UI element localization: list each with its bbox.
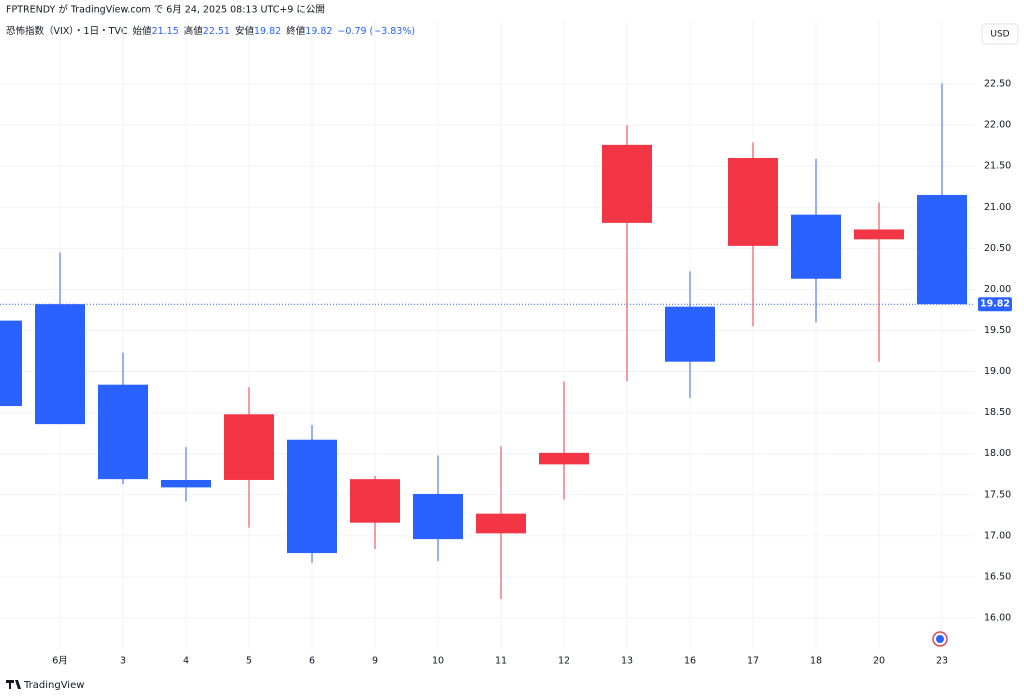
- candle-body: [791, 214, 841, 279]
- candle-body: [602, 144, 652, 223]
- x-tick-label: 13: [621, 656, 633, 667]
- candle-body: [413, 493, 463, 540]
- axis: 6月 3 4 5 6 9 10 11 12 13 16 17 18 20 23 16.00 16.50 17.00…: [52, 79, 1012, 667]
- y-tick-label: 20.00: [984, 284, 1011, 295]
- y-tick-label: 17.00: [984, 530, 1011, 541]
- candle-body: [665, 306, 715, 362]
- legend: 恐怖指数（VIX）・1日・TVC 始値21.15 高値22.51 安値19.82 終値1…: [6, 25, 415, 37]
- brand-logo: [6, 680, 21, 689]
- x-tick-label: 10: [432, 656, 444, 667]
- candle-body: [350, 479, 400, 523]
- candle-body: [224, 414, 274, 480]
- currency-box: [981, 23, 1019, 45]
- legend-label: 終値: [286, 25, 306, 37]
- candle-body: [35, 304, 85, 425]
- y-tick-label: 18.50: [984, 407, 1011, 418]
- legend-value: 19.82: [305, 26, 332, 37]
- candle-body: [917, 194, 967, 305]
- x-tick-label: 6: [309, 656, 315, 667]
- legend-label: 始値: [133, 25, 153, 37]
- legend-text: 恐怖指数（VIX）・1日・TVC 始値21.15 高値22.51 安値19.82 終値1…: [6, 25, 415, 37]
- candle-body: [0, 320, 22, 407]
- currency: USD: [990, 30, 1009, 40]
- y-tick-label: 16.00: [984, 612, 1011, 623]
- x-tick-label: 20: [873, 656, 885, 667]
- y-tick-label: 21.50: [984, 161, 1011, 172]
- x-tick-label: 17: [747, 656, 759, 667]
- x-tick-label: 18: [810, 656, 822, 667]
- candle-body: [539, 452, 589, 465]
- legend-label: 高値: [184, 25, 204, 37]
- legend-value: 19.82: [254, 26, 281, 37]
- candle-body: [728, 157, 778, 246]
- brand: TradingView: [23, 680, 84, 691]
- x-tick-label: 4: [183, 656, 189, 667]
- x-tick-label: 23: [936, 656, 948, 667]
- candle-body: [98, 384, 148, 480]
- y-tick-label: 21.00: [984, 202, 1011, 213]
- y-tick-label: 18.00: [984, 448, 1011, 459]
- legend-value: 21.15: [152, 26, 179, 37]
- x-tick-label: 6月: [52, 656, 68, 667]
- plot: [0, 83, 975, 600]
- y-tick-label: 22.50: [984, 79, 1011, 90]
- legend-label: 安値: [235, 25, 255, 37]
- header: FPTRENDY が TradingView.com で 6月 24, 2025…: [6, 4, 325, 16]
- y-tick-label: 19.50: [984, 325, 1011, 336]
- candle-body: [476, 513, 526, 534]
- x-tick-label: 12: [558, 656, 570, 667]
- x-tick-label: 16: [684, 656, 696, 667]
- candle-body: [161, 479, 211, 488]
- y-tick-label: 16.50: [984, 571, 1011, 582]
- x-tick-label: 3: [120, 656, 126, 667]
- x-tick-label: 5: [246, 656, 252, 667]
- candle-body: [287, 439, 337, 554]
- legend-symbol: 恐怖指数（VIX）・1日・TVC: [6, 25, 128, 37]
- price-label-box: [978, 297, 1012, 312]
- y-tick-label: 19.00: [984, 366, 1011, 377]
- y-tick-label: 17.50: [984, 489, 1011, 500]
- price-label: 19.82: [980, 299, 1010, 310]
- y-tick-label: 22.00: [984, 120, 1011, 131]
- event-icon-dot: [936, 635, 944, 643]
- x-tick-label: 9: [372, 656, 378, 667]
- legend-change: −0.79 (−3.83%): [337, 26, 415, 37]
- y-tick-label: 20.50: [984, 243, 1011, 254]
- candle-body: [854, 229, 904, 240]
- x-tick-label: 11: [495, 656, 507, 667]
- legend-value: 22.51: [203, 26, 230, 37]
